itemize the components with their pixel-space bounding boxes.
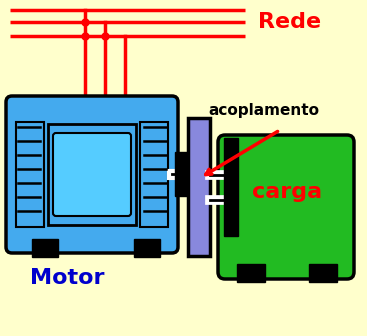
Bar xyxy=(140,122,168,227)
FancyBboxPatch shape xyxy=(53,133,131,216)
Text: Rede: Rede xyxy=(258,12,321,32)
Text: Motor: Motor xyxy=(30,268,105,288)
FancyBboxPatch shape xyxy=(218,135,354,279)
Bar xyxy=(224,138,238,236)
Text: acoplamento: acoplamento xyxy=(208,103,319,118)
Bar xyxy=(32,239,58,257)
Bar xyxy=(48,124,136,225)
Text: carga: carga xyxy=(252,182,322,202)
Bar xyxy=(237,264,265,282)
Bar xyxy=(309,264,337,282)
Bar xyxy=(188,118,210,256)
FancyBboxPatch shape xyxy=(6,96,178,253)
Bar xyxy=(16,122,44,227)
Bar xyxy=(175,152,189,196)
Bar xyxy=(134,239,160,257)
